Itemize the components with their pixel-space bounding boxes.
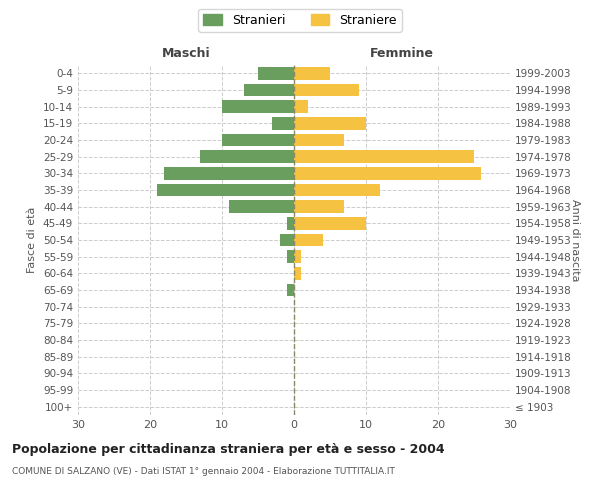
Bar bbox=[294, 250, 301, 263]
Bar bbox=[222, 134, 294, 146]
Text: Popolazione per cittadinanza straniera per età e sesso - 2004: Popolazione per cittadinanza straniera p… bbox=[12, 442, 445, 456]
Bar bbox=[294, 134, 344, 146]
Y-axis label: Anni di nascita: Anni di nascita bbox=[570, 198, 580, 281]
Bar bbox=[294, 117, 366, 130]
Bar bbox=[294, 217, 366, 230]
Bar bbox=[294, 100, 308, 113]
Bar bbox=[229, 200, 294, 213]
Bar bbox=[164, 167, 294, 179]
Bar bbox=[272, 117, 294, 130]
Bar bbox=[244, 84, 294, 96]
Text: Femmine: Femmine bbox=[370, 47, 434, 60]
Bar bbox=[294, 184, 380, 196]
Bar bbox=[294, 200, 344, 213]
Bar bbox=[157, 184, 294, 196]
Bar bbox=[294, 234, 323, 246]
Bar bbox=[287, 284, 294, 296]
Bar bbox=[200, 150, 294, 163]
Y-axis label: Fasce di età: Fasce di età bbox=[28, 207, 37, 273]
Legend: Stranieri, Straniere: Stranieri, Straniere bbox=[198, 8, 402, 32]
Text: COMUNE DI SALZANO (VE) - Dati ISTAT 1° gennaio 2004 - Elaborazione TUTTITALIA.IT: COMUNE DI SALZANO (VE) - Dati ISTAT 1° g… bbox=[12, 468, 395, 476]
Text: Maschi: Maschi bbox=[161, 47, 211, 60]
Bar bbox=[294, 84, 359, 96]
Bar bbox=[294, 167, 481, 179]
Bar bbox=[287, 217, 294, 230]
Bar bbox=[294, 67, 330, 80]
Bar bbox=[287, 250, 294, 263]
Bar bbox=[294, 267, 301, 280]
Bar bbox=[294, 150, 474, 163]
Bar bbox=[222, 100, 294, 113]
Bar bbox=[258, 67, 294, 80]
Bar bbox=[280, 234, 294, 246]
